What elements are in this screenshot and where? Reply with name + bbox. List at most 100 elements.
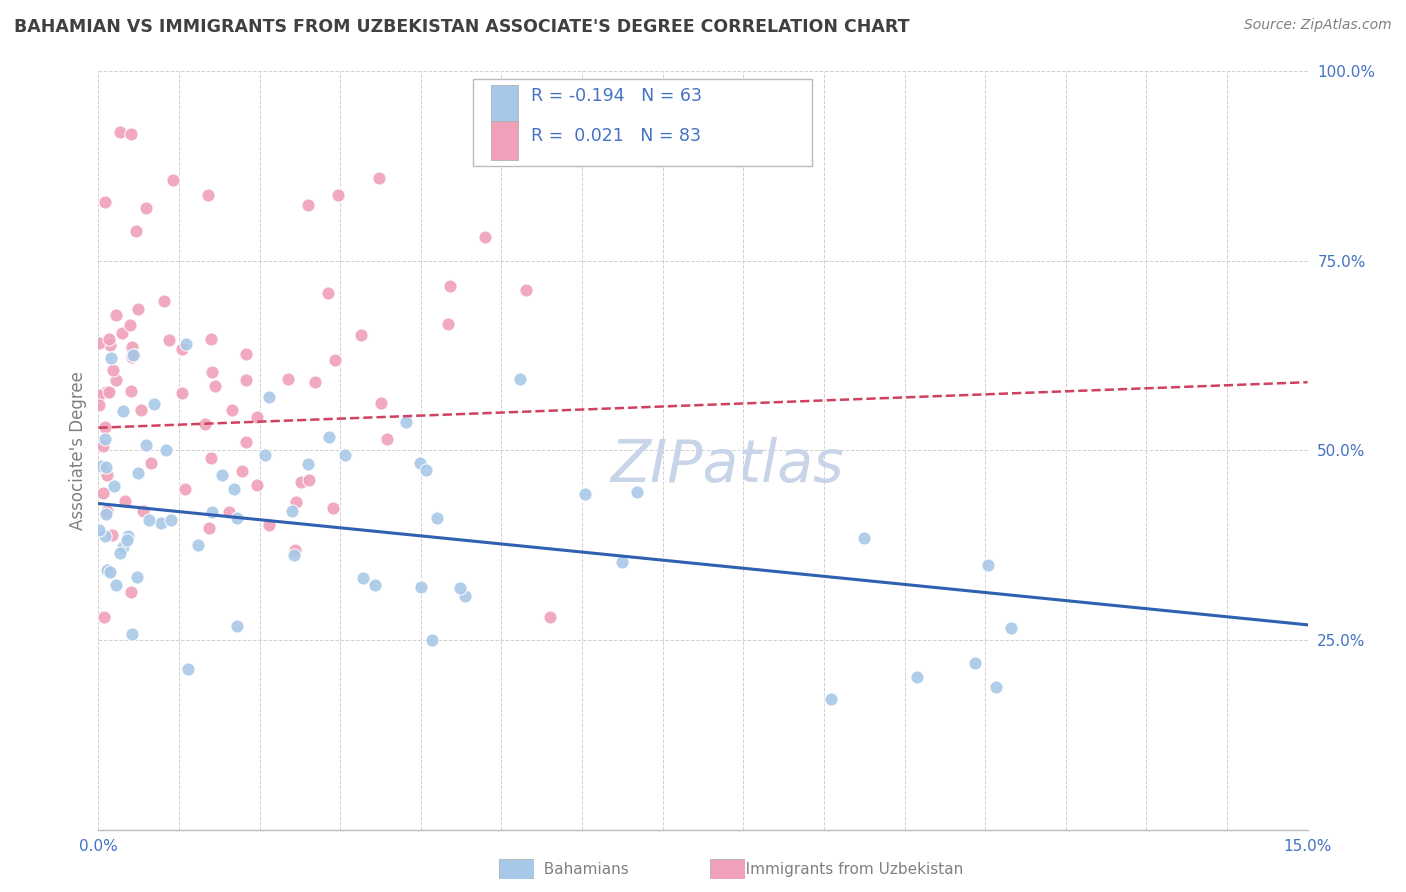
Text: R =  0.021   N = 83: R = 0.021 N = 83 [531, 127, 702, 145]
Point [368, 171, 391, 186]
Point [316, 285, 339, 300]
Point [117, 528, 139, 542]
Point [194, 417, 217, 432]
Point [257, 390, 280, 404]
Point [104, 578, 127, 592]
Point [204, 379, 226, 393]
Point [98, 338, 121, 352]
Point [409, 581, 432, 595]
Point [94, 507, 117, 521]
Point [87, 336, 110, 351]
Point [127, 467, 149, 481]
Point [352, 571, 374, 585]
Point [125, 570, 148, 584]
Point [150, 516, 173, 530]
Point [93, 528, 115, 542]
Text: Bahamians: Bahamians [534, 863, 628, 877]
Point [277, 372, 299, 386]
Point [104, 373, 127, 387]
Bar [492, 85, 517, 124]
Point [87, 398, 110, 412]
Point [98, 333, 121, 347]
Point [93, 610, 115, 624]
Point [538, 610, 561, 624]
Point [120, 585, 142, 599]
Point [172, 386, 194, 401]
Point [143, 397, 166, 411]
Point [246, 410, 269, 425]
Point [91, 439, 114, 453]
Point [515, 284, 537, 298]
Point [574, 487, 596, 501]
Point [612, 555, 634, 569]
Point [121, 340, 143, 354]
Point [197, 188, 219, 202]
Text: ZIPatlas: ZIPatlas [610, 437, 844, 494]
Point [114, 494, 136, 508]
Point [177, 662, 200, 676]
Text: Source: ZipAtlas.com: Source: ZipAtlas.com [1244, 18, 1392, 32]
Text: BAHAMIAN VS IMMIGRANTS FROM UZBEKISTAN ASSOCIATE'S DEGREE CORRELATION CHART: BAHAMIAN VS IMMIGRANTS FROM UZBEKISTAN A… [14, 18, 910, 36]
Point [225, 619, 247, 633]
Point [1000, 621, 1022, 635]
Point [221, 402, 243, 417]
Point [127, 302, 149, 317]
Point [120, 318, 142, 333]
Point [976, 558, 998, 572]
Point [370, 395, 392, 409]
Point [141, 456, 163, 470]
Point [103, 479, 125, 493]
Point [174, 482, 197, 496]
Point [125, 224, 148, 238]
Point [201, 365, 224, 379]
Point [94, 385, 117, 400]
Point [231, 464, 253, 478]
Point [333, 448, 356, 462]
Point [509, 372, 531, 386]
Point [226, 511, 249, 525]
Point [115, 533, 138, 547]
Point [218, 505, 240, 519]
Point [138, 513, 160, 527]
Point [326, 188, 349, 202]
Point [87, 388, 110, 402]
Point [120, 384, 142, 398]
Point [318, 430, 340, 444]
Point [94, 419, 117, 434]
Point [454, 590, 477, 604]
Point [449, 582, 471, 596]
Point [235, 373, 257, 387]
Point [284, 543, 307, 558]
Point [170, 343, 193, 357]
Point [905, 670, 928, 684]
Point [110, 326, 132, 340]
Point [96, 563, 118, 577]
Point [201, 505, 224, 519]
Point [100, 351, 122, 366]
Point [103, 363, 125, 377]
Point [124, 348, 146, 362]
Point [409, 456, 432, 470]
Point [283, 548, 305, 562]
Point [121, 627, 143, 641]
Point [290, 475, 312, 489]
Point [963, 656, 986, 670]
Point [104, 309, 127, 323]
Point [297, 458, 319, 472]
Text: Immigrants from Uzbekistan: Immigrants from Uzbekistan [731, 863, 963, 877]
Point [93, 432, 115, 446]
Point [98, 566, 121, 580]
Point [160, 513, 183, 527]
Point [122, 348, 145, 362]
Point [200, 333, 222, 347]
Point [96, 504, 118, 518]
Point [280, 504, 302, 518]
Point [96, 467, 118, 482]
FancyBboxPatch shape [474, 79, 811, 166]
Point [97, 385, 120, 400]
Point [257, 517, 280, 532]
Point [437, 317, 460, 331]
Point [135, 202, 157, 216]
Point [91, 486, 114, 500]
Point [298, 474, 321, 488]
